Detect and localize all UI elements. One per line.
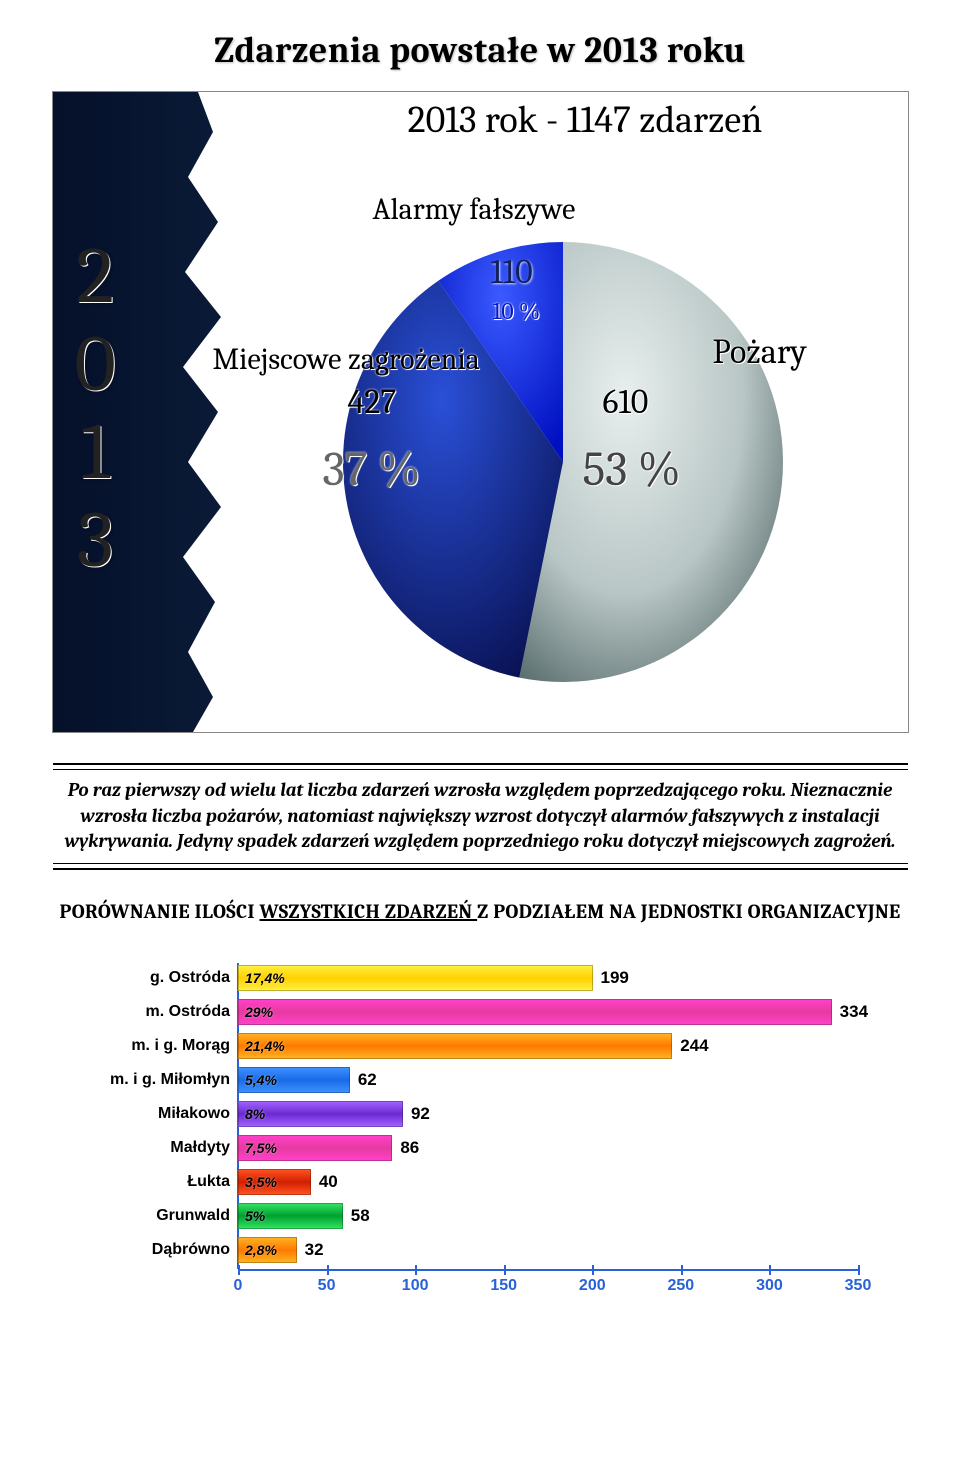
bar-chart: g. Ostróda17,4%199m. Ostróda29%334m. i g… [80, 963, 880, 1343]
bar-value: 334 [830, 999, 868, 1025]
bar-percent: 21,4% [239, 1038, 285, 1054]
bar-track: 3,5% 40 [238, 1169, 858, 1195]
axis-tick-label: 150 [490, 1277, 517, 1295]
bar-value: 40 [309, 1169, 338, 1195]
axis-tick [327, 1265, 329, 1275]
bar-fill: 8% [238, 1101, 403, 1127]
axis-tick [858, 1265, 860, 1275]
bar-row: Małdyty7,5% 86 [80, 1133, 880, 1163]
slice-label-alarmy: Alarmy fałszywe [373, 192, 576, 227]
pie-figure: 2 0 1 3 2013 rok - 1147 zdarzeń [52, 91, 909, 733]
bar-percent: 17,4% [239, 970, 285, 986]
axis-tick-label: 250 [667, 1277, 694, 1295]
axis-tick [504, 1265, 506, 1275]
bar-fill: 29% [238, 999, 832, 1025]
bar-fill: 5% [238, 1203, 343, 1229]
bar-label: m. i g. Miłomłyn [80, 1071, 238, 1089]
bar-fill: 5,4% [238, 1067, 350, 1093]
axis-tick [769, 1265, 771, 1275]
bar-row: m. Ostróda29%334 [80, 997, 880, 1027]
bar-label: Dąbrówno [80, 1241, 238, 1259]
bar-track: 7,5% 86 [238, 1135, 858, 1161]
axis-tick-label: 350 [845, 1277, 872, 1295]
bar-track: 2,8% 32 [238, 1237, 858, 1263]
caption-text: Po raz pierwszy od wielu lat liczba zdar… [53, 769, 908, 864]
axis-tick-label: 200 [579, 1277, 606, 1295]
axis-tick [681, 1265, 683, 1275]
bar-value: 58 [341, 1203, 370, 1229]
bar-row: m. i g. Miłomłyn5,4% 62 [80, 1065, 880, 1095]
section-title-underline: WSZYSTKICH ZDARZEŃ [260, 900, 478, 923]
slice-pct-miejscowe: 37 % [323, 442, 421, 497]
bar-value: 199 [591, 965, 629, 991]
bar-percent: 7,5% [239, 1140, 277, 1156]
caption-box: Po raz pierwszy od wielu lat liczba zdar… [53, 763, 908, 870]
slice-label-miejscowe: Miejscowe zagrożenia [213, 342, 480, 377]
bar-track: 21,4% 244 [238, 1033, 858, 1059]
bar-track: 5,4% 62 [238, 1067, 858, 1093]
year-digit: 0 [75, 320, 116, 408]
bar-label: m. Ostróda [80, 1003, 238, 1021]
year-digit: 2 [75, 232, 116, 320]
bar-fill: 17,4% [238, 965, 593, 991]
bar-label: g. Ostróda [80, 969, 238, 987]
bar-value: 62 [348, 1067, 377, 1093]
bar-row: Miłakowo8% 92 [80, 1099, 880, 1129]
axis-tick [238, 1265, 240, 1275]
axis-tick-label: 100 [402, 1277, 429, 1295]
axis-tick [592, 1265, 594, 1275]
slice-pct-alarmy: 10 % [493, 297, 541, 325]
section-title: PORÓWNANIE ILOŚCI WSZYSTKICH ZDARZEŃ Z P… [50, 900, 910, 923]
bar-fill: 7,5% [238, 1135, 392, 1161]
bar-percent: 5,4% [239, 1072, 277, 1088]
slice-label-pozary: Pożary [713, 332, 807, 372]
bar-label: Grunwald [80, 1207, 238, 1225]
bar-percent: 29% [239, 1004, 273, 1020]
bar-row: g. Ostróda17,4% 199 [80, 963, 880, 993]
bar-track: 5% 58 [238, 1203, 858, 1229]
bar-row: m. i g. Morąg21,4% 244 [80, 1031, 880, 1061]
bar-row: Dąbrówno2,8% 32 [80, 1235, 880, 1265]
bar-value: 244 [670, 1033, 708, 1059]
bar-fill: 21,4% [238, 1033, 672, 1059]
axis-tick [415, 1265, 417, 1275]
bar-fill: 3,5% [238, 1169, 311, 1195]
slice-value-miejscowe: 427 [348, 382, 397, 422]
bar-track: 29%334 [238, 999, 858, 1025]
section-title-pre: PORÓWNANIE ILOŚCI [60, 900, 260, 923]
slice-pct-pozary: 53 % [583, 442, 681, 497]
bar-label: m. i g. Morąg [80, 1037, 238, 1055]
bar-row: Łukta3,5% 40 [80, 1167, 880, 1197]
year-digit: 1 [75, 408, 116, 496]
bar-percent: 5% [239, 1208, 265, 1224]
figure-title: 2013 rok - 1147 zdarzeń [273, 98, 898, 142]
bar-label: Łukta [80, 1173, 238, 1191]
bar-value: 86 [390, 1135, 419, 1161]
bar-row: Grunwald5% 58 [80, 1201, 880, 1231]
bar-label: Małdyty [80, 1139, 238, 1157]
slice-value-pozary: 610 [603, 382, 649, 422]
x-axis: 050100150200250300350 [238, 1269, 858, 1301]
axis-tick-label: 0 [234, 1277, 243, 1295]
axis-tick-label: 300 [756, 1277, 783, 1295]
year-digit: 3 [75, 496, 116, 584]
page-title: Zdarzenia powstałe w 2013 roku [50, 30, 910, 71]
bar-percent: 2,8% [239, 1242, 277, 1258]
axis-tick-label: 50 [318, 1277, 336, 1295]
bar-fill: 2,8% [238, 1237, 297, 1263]
bar-value: 92 [401, 1101, 430, 1127]
bar-label: Miłakowo [80, 1105, 238, 1123]
bar-value: 32 [295, 1237, 324, 1263]
bar-track: 17,4% 199 [238, 965, 858, 991]
section-title-post: Z PODZIAŁEM NA JEDNOSTKI ORGANIZACYJNE [477, 900, 900, 923]
bar-track: 8% 92 [238, 1101, 858, 1127]
year-vertical: 2 0 1 3 [75, 232, 116, 584]
slice-value-alarmy: 110 [491, 252, 533, 292]
bar-percent: 3,5% [239, 1174, 277, 1190]
bar-percent: 8% [239, 1106, 265, 1122]
